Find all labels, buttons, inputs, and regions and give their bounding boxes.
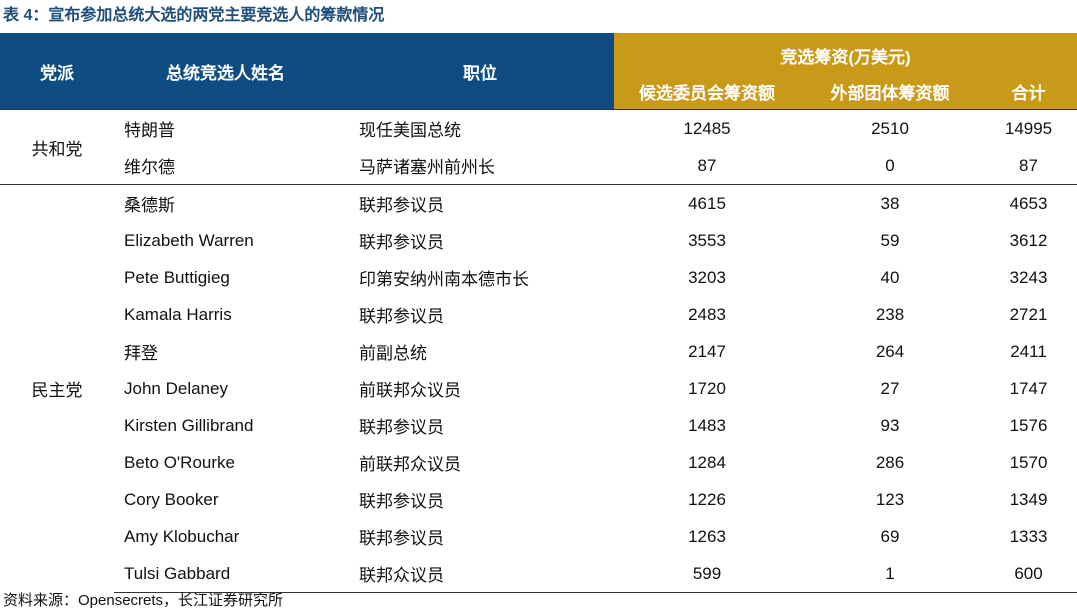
candidate-name-cell: 桑德斯: [114, 184, 346, 222]
candidate-name-cell: Tulsi Gabbard: [114, 555, 346, 593]
outside-funds-cell: 93: [880, 415, 900, 435]
outside-funds-cell: 2510: [800, 109, 980, 147]
table-row: Kamala Harris 联邦参议员 2483 238 2721: [0, 296, 1077, 333]
committee-funds-cell: 599: [614, 555, 800, 593]
position-cell: 联邦参议员: [359, 529, 444, 548]
committee-funds-cell: 1284: [688, 452, 726, 472]
candidate-name-cell: 维尔德: [124, 158, 175, 177]
candidate-name-cell: 拜登: [124, 344, 158, 363]
outside-funds-cell: 69: [880, 526, 900, 546]
total-funds-cell: 3243: [1009, 267, 1048, 287]
candidate-name-cell: Kirsten Gillibrand: [124, 415, 254, 435]
position-cell: 印第安纳州南本德市长: [359, 270, 529, 289]
table-row: John Delaney 前联邦众议员 1720 27 1747: [0, 370, 1077, 407]
position-cell: 联邦参议员: [359, 233, 444, 252]
total-funds-cell: 2721: [1009, 304, 1048, 324]
total-funds-cell: 1570: [1009, 452, 1048, 472]
outside-funds-cell: 40: [880, 267, 900, 287]
table-row: Cory Booker 联邦参议员 1226 123 1349: [0, 481, 1077, 518]
committee-funds-cell: 1263: [688, 526, 726, 546]
fundraising-table: 党派 总统竞选人姓名 职位 竞选筹资(万美元) 候选委员会筹资额 外部团体筹资额…: [0, 33, 1077, 593]
total-funds-cell: 14995: [980, 109, 1077, 147]
header-committee-funds: 候选委员会筹资额: [614, 73, 800, 110]
outside-funds-cell: 264: [875, 341, 905, 361]
total-funds-cell: 1349: [1009, 489, 1048, 509]
position-cell: 联邦参议员: [359, 418, 444, 437]
position-cell: 前联邦众议员: [359, 381, 461, 400]
table-row: Beto O'Rourke 前联邦众议员 1284 286 1570: [0, 444, 1077, 481]
outside-funds-cell: 286: [875, 452, 905, 472]
position-cell: 联邦参议员: [346, 184, 614, 222]
header-total: 合计: [980, 73, 1077, 110]
outside-funds-cell: 27: [880, 378, 900, 398]
outside-funds-cell: 123: [875, 489, 905, 509]
total-funds-cell: 1333: [1009, 526, 1048, 546]
position-cell: 联邦参议员: [359, 492, 444, 511]
committee-funds-cell: 2483: [688, 304, 726, 324]
outside-funds-cell: 238: [875, 304, 905, 324]
candidate-name-cell: Pete Buttigieg: [124, 267, 230, 287]
position-cell: 联邦参议员: [359, 307, 444, 326]
total-funds-cell: 1576: [1009, 415, 1048, 435]
outside-funds-cell: 1: [800, 555, 980, 593]
total-funds-cell: 600: [980, 555, 1077, 593]
total-funds-cell: 1747: [1009, 378, 1048, 398]
table-row: 维尔德 马萨诸塞州前州长 87 0 87: [0, 147, 1077, 185]
party-cell: 民主党: [0, 184, 114, 593]
candidate-name-cell: 特朗普: [114, 109, 346, 147]
position-cell: 前副总统: [359, 344, 427, 363]
source-note: 资料来源：Opensecrets，长江证券研究所: [3, 592, 284, 609]
table-caption: 表 4：宣布参加总统大选的两党主要竞选人的筹款情况: [3, 7, 385, 24]
candidate-name-cell: Elizabeth Warren: [124, 230, 254, 250]
position-cell: 现任美国总统: [346, 109, 614, 147]
table-row: 拜登 前副总统 2147 264 2411: [0, 333, 1077, 370]
committee-funds-cell: 3203: [688, 267, 726, 287]
table-row: Amy Klobuchar 联邦参议员 1263 69 1333: [0, 518, 1077, 555]
table-row: 共和党 特朗普 现任美国总统 12485 2510 14995: [0, 109, 1077, 185]
committee-funds-cell: 87: [697, 155, 717, 175]
table-row: Kirsten Gillibrand 联邦参议员 1483 93 1576: [0, 407, 1077, 444]
candidate-name-cell: Kamala Harris: [124, 304, 232, 324]
candidate-name-cell: Amy Klobuchar: [124, 526, 240, 546]
committee-funds-cell: 1226: [688, 489, 726, 509]
party-cell: 共和党: [0, 109, 114, 185]
table-body: 共和党 特朗普 现任美国总统 12485 2510 14995 维尔德 马萨诸塞州前州长 87 0…: [0, 109, 1077, 593]
candidate-name-cell: John Delaney: [124, 378, 228, 398]
committee-funds-cell: 12485: [614, 109, 800, 147]
committee-funds-cell: 2147: [688, 341, 726, 361]
header-candidate-name: 总统竞选人姓名: [114, 33, 346, 110]
outside-funds-cell: 0: [885, 155, 895, 175]
candidate-name-cell: Beto O'Rourke: [124, 452, 235, 472]
header-party: 党派: [0, 33, 114, 110]
committee-funds-cell: 1720: [688, 378, 726, 398]
table-header: 党派 总统竞选人姓名 职位 竞选筹资(万美元) 候选委员会筹资额 外部团体筹资额…: [0, 33, 1077, 110]
total-funds-cell: 2411: [1010, 341, 1047, 361]
outside-funds-cell: 59: [880, 230, 900, 250]
position-cell: 马萨诸塞州前州长: [359, 158, 495, 177]
position-cell: 联邦众议员: [346, 555, 614, 593]
total-funds-cell: 4653: [980, 184, 1077, 222]
outside-funds-cell: 38: [800, 184, 980, 222]
committee-funds-cell: 1483: [688, 415, 726, 435]
header-outside-funds: 外部团体筹资额: [800, 73, 980, 110]
committee-funds-cell: 3553: [688, 230, 726, 250]
header-position: 职位: [346, 33, 614, 110]
position-cell: 前联邦众议员: [359, 455, 461, 474]
table-row: Tulsi Gabbard 联邦众议员 599 1 600: [0, 555, 1077, 593]
total-funds-cell: 3612: [1009, 230, 1048, 250]
table-row: Pete Buttigieg 印第安纳州南本德市长 3203 40 3243: [0, 259, 1077, 296]
total-funds-cell: 87: [1019, 155, 1038, 175]
header-fundraising-group: 竞选筹资(万美元): [614, 33, 1077, 73]
candidate-name-cell: Cory Booker: [124, 489, 219, 509]
committee-funds-cell: 4615: [614, 184, 800, 222]
table-row: 民主党 桑德斯 联邦参议员 4615 38 4653: [0, 184, 1077, 593]
table-row: Elizabeth Warren 联邦参议员 3553 59 3612: [0, 222, 1077, 259]
